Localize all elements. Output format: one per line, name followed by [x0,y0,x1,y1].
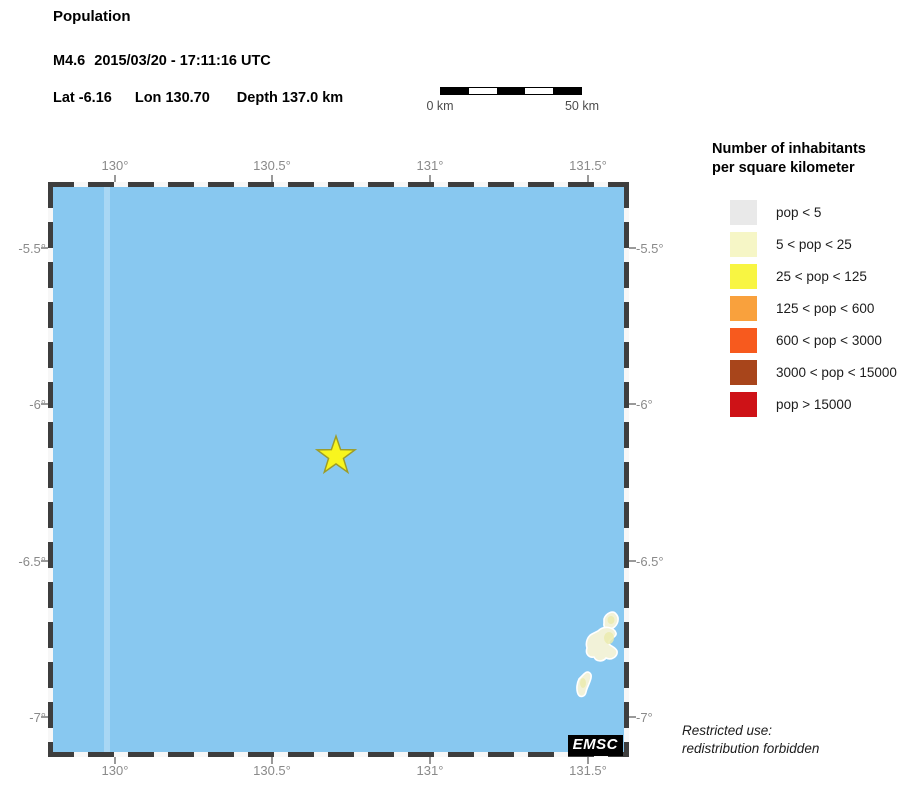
event-datetime: 2015/03/20 - 17:11:16 UTC [94,53,271,69]
map-frame-bottom [48,752,629,757]
axis-label-top-130-5: 130.5° [253,158,291,173]
tick-mark [587,175,589,182]
island-hook [585,626,618,662]
scale-start-label: 0 km [426,99,454,113]
legend-label: 600 < pop < 3000 [776,333,882,348]
legend-swatch [730,360,757,385]
axis-label-bottom-130: 130° [101,763,129,778]
legend-swatch [730,200,757,225]
axis-label-bottom-131: 131° [416,763,444,778]
legend-item: 25 < pop < 125 [730,264,897,289]
tick-mark [629,560,636,562]
axis-label-top-131-5: 131.5° [569,158,607,173]
legend-label: 5 < pop < 25 [776,237,852,252]
event-location: Lat -6.16 Lon 130.70 Depth 137.0 km [53,90,343,106]
tick-mark [41,247,48,249]
legend-label: pop > 15000 [776,397,852,412]
legend-swatch [730,296,757,321]
map-frame-right [624,182,629,757]
axis-label-right-6-5: -6.5° [636,554,664,569]
scale-segment [497,88,525,94]
tick-mark [271,175,273,182]
axis-label-top-131: 131° [416,158,444,173]
event-summary: M4.6 2015/03/20 - 17:11:16 UTC [53,53,271,69]
legend-swatch [730,328,757,353]
map-canvas: EMSC [41,175,636,764]
axis-label-right-7: -7° [636,710,653,725]
legend: pop < 5 5 < pop < 25 25 < pop < 125 125 … [730,200,897,424]
map-frame-left [48,182,53,757]
legend-item: 600 < pop < 3000 [730,328,897,353]
axis-label-top-130: 130° [101,158,129,173]
event-magnitude: M4.6 [53,53,86,69]
legend-swatch [730,392,757,417]
event-latitude: Lat -6.16 [53,90,112,106]
legend-swatch [730,264,757,289]
legend-label: pop < 5 [776,205,822,220]
tick-mark [41,403,48,405]
legend-label: 125 < pop < 600 [776,301,875,316]
page-title: Population [53,8,131,25]
map-scale-bar: 0 km 50 km [426,87,599,113]
axis-label-right-5-5: -5.5° [636,241,664,256]
axis-label-bottom-131-5: 131.5° [569,763,607,778]
axis-label-left-7: -7° [29,710,46,725]
epicenter-marker [314,433,358,476]
legend-item: pop > 15000 [730,392,897,417]
legend-item: 125 < pop < 600 [730,296,897,321]
legend-label: 3000 < pop < 15000 [776,365,897,380]
tick-mark [271,757,273,764]
tick-mark [114,175,116,182]
scale-segment [469,88,497,94]
map-frame-top [48,182,629,187]
emsc-credit-badge: EMSC [567,735,623,756]
legend-item: pop < 5 [730,200,897,225]
axis-label-left-6: -6° [29,397,46,412]
scale-segment [441,88,469,94]
event-longitude: Lon 130.70 [134,90,210,106]
legend-item: 5 < pop < 25 [730,232,897,257]
axis-label-left-6-5: -6.5° [18,554,46,569]
axis-label-left-5-5: -5.5° [18,241,46,256]
tick-mark [629,247,636,249]
tick-mark [114,757,116,764]
event-depth: Depth 137.0 km [236,90,344,106]
restricted-use-notice: Restricted use: redistribution forbidden [682,723,820,756]
islands-graphic [576,611,619,698]
scale-end-label: 50 km [564,99,600,113]
scale-segment [553,88,581,94]
meridian-gridline-130 [104,187,110,752]
legend-title: Number of inhabitants per square kilomet… [712,141,866,176]
axis-label-right-6: -6° [636,397,653,412]
legend-swatch [730,232,757,257]
legend-label: 25 < pop < 125 [776,269,867,284]
star-icon [314,433,358,475]
legend-item: 3000 < pop < 15000 [730,360,897,385]
tick-mark [629,716,636,718]
tick-mark [41,716,48,718]
tick-mark [629,403,636,405]
tick-mark [41,560,48,562]
tick-mark [587,757,589,764]
axis-label-bottom-130-5: 130.5° [253,763,291,778]
scale-segment [525,88,553,94]
scale-bar-segments [440,87,582,95]
tick-mark [429,175,431,182]
tick-mark [429,757,431,764]
